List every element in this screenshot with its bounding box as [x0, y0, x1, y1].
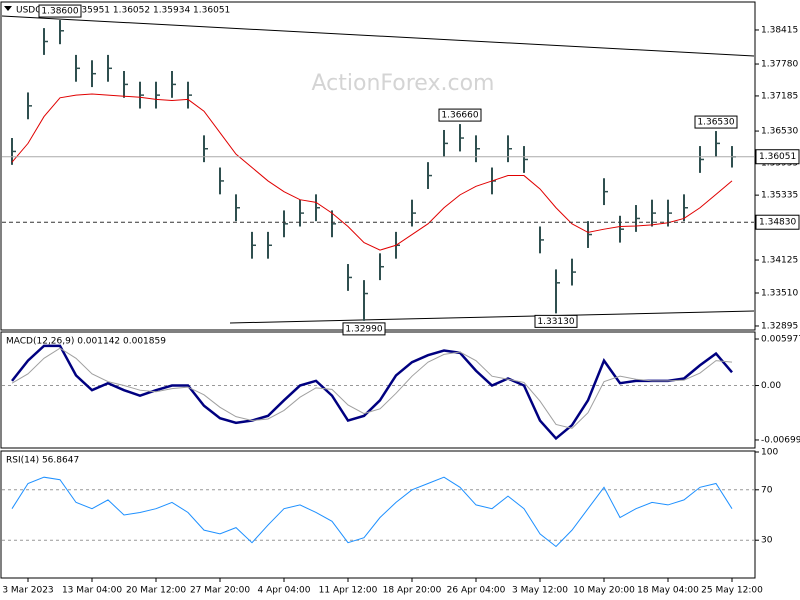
- indicator-line: [11, 347, 733, 429]
- y-tick-label: 1.37780: [761, 60, 798, 70]
- indicator-line: [11, 344, 733, 441]
- annotation-box: [694, 115, 738, 129]
- x-tick-label: 20 Mar 12:00: [126, 586, 186, 596]
- y-tick-label: 0.00: [761, 381, 781, 391]
- y-tick-label: 100: [761, 448, 778, 458]
- x-tick-label: 26 Apr 04:00: [447, 586, 506, 596]
- moving-average: [11, 93, 733, 251]
- y-tick-label: 1.33510: [761, 288, 798, 298]
- y-tick-label: 70: [761, 485, 773, 495]
- indicator-line: [11, 476, 733, 548]
- main-title: USDCAD,H4 1.35951 1.36052 1.35934 1.3605…: [16, 6, 230, 16]
- annotation-box: [342, 322, 386, 336]
- y-tick-label: 1.35335: [761, 191, 798, 201]
- x-tick-label: 27 Mar 20:00: [190, 586, 250, 596]
- rsi-title: RSI(14) 56.8647: [6, 456, 79, 466]
- watermark: ActionForex.com: [312, 71, 495, 96]
- annotation-label: 1.33130: [537, 317, 574, 327]
- annotation-label: 1.32990: [345, 324, 382, 334]
- y-tick-label: -0.006998: [761, 435, 800, 445]
- price-label: 1.36051: [759, 152, 796, 162]
- y-tick-label: 0.005977: [761, 335, 800, 345]
- upper-trendline: [1, 15, 755, 57]
- y-tick-label: 30: [761, 536, 773, 546]
- y-tick-label: 1.34125: [761, 256, 798, 266]
- y-tick-label: 1.36530: [761, 127, 798, 137]
- annotation-box: [438, 108, 482, 122]
- y-tick-label: 1.38415: [761, 25, 798, 35]
- annotation-box: [534, 314, 578, 328]
- y-tick-label: 1.37185: [761, 91, 798, 101]
- x-tick-label: 11 Apr 12:00: [319, 586, 378, 596]
- annotation-label: 1.36530: [697, 118, 734, 128]
- rsi-panel: [0, 450, 756, 579]
- lower-trendline: [229, 310, 755, 324]
- y-tick-label: 1.32895: [761, 321, 798, 331]
- annotation-label: 1.36660: [441, 111, 478, 121]
- price-label-box: [755, 214, 800, 230]
- price-label-box: [755, 149, 800, 165]
- menu-triangle: [4, 6, 12, 11]
- x-tick-label: 10 May 20:00: [573, 586, 635, 596]
- macd-title: MACD(12,26,9) 0.001142 0.001859: [6, 337, 166, 347]
- x-tick-label: 3 May 12:00: [512, 586, 568, 596]
- x-tick-label: 4 Apr 04:00: [258, 586, 311, 596]
- x-tick-label: 13 Mar 04:00: [62, 586, 122, 596]
- x-tick-label: 18 May 04:00: [637, 586, 699, 596]
- x-tick-label: 18 Apr 20:00: [383, 586, 442, 596]
- x-tick-label: 25 May 12:00: [701, 586, 763, 596]
- annotation-box: [38, 4, 82, 18]
- price-label: 1.34830: [759, 218, 796, 228]
- x-tick-label: 3 Mar 2023: [2, 586, 53, 596]
- annotation-label: 1.38600: [41, 7, 78, 17]
